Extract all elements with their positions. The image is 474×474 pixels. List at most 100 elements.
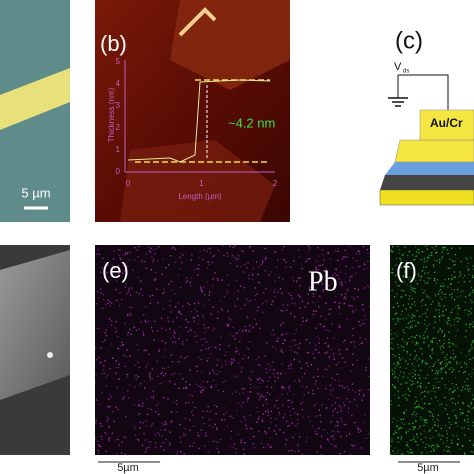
speck xyxy=(408,267,410,269)
speck xyxy=(119,305,121,307)
speck xyxy=(243,448,245,450)
speck xyxy=(401,422,403,424)
speck xyxy=(150,408,153,411)
speck xyxy=(240,371,243,373)
speck xyxy=(394,386,396,388)
speck xyxy=(390,347,393,350)
speck xyxy=(185,318,187,321)
speck xyxy=(426,294,428,296)
speck xyxy=(287,425,289,427)
speck xyxy=(316,433,318,435)
speck xyxy=(121,298,123,301)
speck xyxy=(464,370,466,373)
speck xyxy=(244,263,246,266)
speck xyxy=(342,402,345,404)
speck xyxy=(412,341,414,343)
speck xyxy=(353,421,356,424)
speck xyxy=(100,435,102,438)
speck xyxy=(312,425,314,427)
speck xyxy=(346,348,348,350)
speck xyxy=(325,318,327,321)
speck xyxy=(234,337,236,340)
speck xyxy=(403,253,405,255)
speck xyxy=(425,363,428,365)
speck xyxy=(430,303,432,305)
speck xyxy=(204,387,206,389)
speck xyxy=(405,409,408,411)
speck xyxy=(261,311,264,313)
speck xyxy=(125,264,127,266)
speck xyxy=(253,435,255,437)
speck xyxy=(334,402,337,404)
speck xyxy=(440,285,442,287)
speck xyxy=(312,301,314,304)
speck xyxy=(258,416,260,418)
speck xyxy=(426,308,429,310)
speck xyxy=(424,421,426,423)
speck xyxy=(230,437,232,439)
speck xyxy=(189,445,191,447)
speck xyxy=(124,270,126,272)
speck xyxy=(444,359,446,361)
speck xyxy=(117,367,120,369)
speck xyxy=(210,353,212,355)
speck xyxy=(414,268,416,270)
speck xyxy=(250,427,252,429)
speck xyxy=(223,413,225,416)
speck xyxy=(154,442,157,444)
speck xyxy=(337,421,339,423)
speck xyxy=(420,300,422,303)
speck xyxy=(333,337,335,339)
speck xyxy=(196,434,199,436)
speck xyxy=(458,370,460,373)
speck xyxy=(333,358,336,361)
speck xyxy=(215,413,217,415)
speck xyxy=(335,274,338,276)
speck xyxy=(441,291,443,294)
speck xyxy=(341,357,344,359)
speck xyxy=(137,276,139,279)
speck xyxy=(328,357,330,359)
speck xyxy=(368,305,370,308)
speck xyxy=(394,313,396,315)
speck xyxy=(454,356,456,358)
speck xyxy=(454,389,456,392)
speck xyxy=(170,280,173,282)
speck xyxy=(432,337,434,339)
speck xyxy=(438,315,440,318)
speck xyxy=(164,373,167,375)
speck xyxy=(405,431,407,433)
speck xyxy=(96,399,98,401)
speck xyxy=(189,370,191,372)
speck xyxy=(273,372,275,375)
speck xyxy=(124,252,127,254)
speck xyxy=(431,418,434,421)
speck xyxy=(445,362,447,364)
speck xyxy=(448,331,450,333)
speck xyxy=(107,374,109,376)
speck xyxy=(252,436,254,438)
speck xyxy=(398,272,400,274)
speck xyxy=(254,294,256,296)
speck xyxy=(367,389,369,391)
speck xyxy=(308,250,310,252)
speck xyxy=(171,247,173,249)
speck xyxy=(458,276,460,278)
speck xyxy=(452,343,455,345)
speck xyxy=(449,361,451,364)
speck xyxy=(471,342,473,344)
speck xyxy=(281,292,283,294)
speck xyxy=(245,424,247,427)
speck xyxy=(397,320,399,322)
speck xyxy=(397,390,399,392)
speck xyxy=(399,359,401,361)
speck xyxy=(436,444,438,446)
speck xyxy=(402,317,404,320)
speck xyxy=(455,422,457,424)
speck xyxy=(395,431,397,434)
speck xyxy=(296,418,299,421)
speck xyxy=(459,275,462,277)
speck xyxy=(112,357,114,359)
speck xyxy=(353,398,356,401)
speck xyxy=(151,256,153,258)
